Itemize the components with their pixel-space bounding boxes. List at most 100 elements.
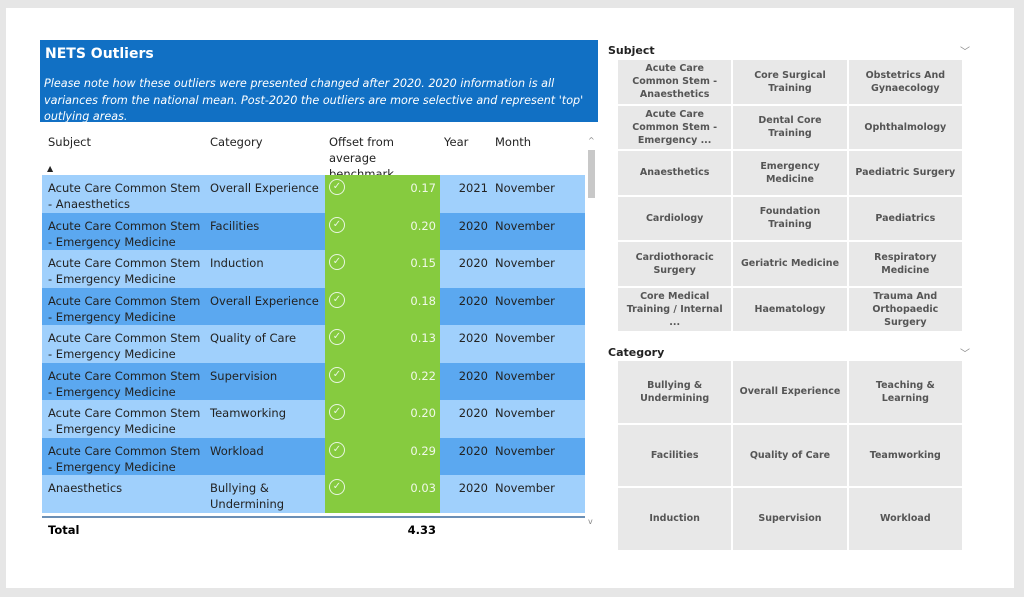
category-tile[interactable]: Supervision [733,488,847,550]
cell-subject: Acute Care Common Stem - Emergency Medic… [48,218,201,249]
cell-month: November [495,331,555,345]
check-circle-icon: ✓ [329,254,345,270]
offset-value: 0.18 [410,293,436,308]
subject-tile[interactable]: Obstetrics And Gynaecology [848,60,962,104]
cell-category: Workload [210,443,264,458]
cell-offset: ✓ 0.03 [325,475,440,513]
check-circle-icon: ✓ [329,216,345,233]
subject-tile[interactable]: Core Surgical Training [733,60,847,104]
cell-category: Teamworking [210,406,287,420]
cell-subject: Acute Care Common Stem - Anaesthetics [48,181,201,211]
cell-offset: ✓ 0.18 [325,287,440,325]
category-slicer: Bullying & Undermining Overall Experience… [618,361,962,550]
cell-year: 2020 [458,443,488,458]
table-row[interactable]: Acute Care Common Stem - Emergency Medic… [42,212,585,250]
table-body: Acute Care Common Stem - Anaesthetics Ov… [42,175,585,515]
table-row[interactable]: Acute Care Common Stem - Emergency Medic… [42,437,585,475]
subject-tile[interactable]: Geriatric Medicine [733,242,847,286]
subject-tile[interactable]: Cardiology [618,196,732,240]
cell-subject: Acute Care Common Stem - Emergency Medic… [48,406,201,436]
check-circle-icon: ✓ [329,441,345,458]
cell-offset: ✓ 0.17 [325,175,440,213]
subject-tile[interactable]: Emergency Medicine [733,151,847,195]
cell-month: November [495,181,555,195]
cell-year: 2020 [458,331,488,345]
cell-year: 2020 [458,218,488,233]
offset-value: 0.13 [410,331,436,345]
category-tile[interactable]: Overall Experience [733,361,847,423]
subject-tile[interactable]: Paediatrics [848,196,962,240]
subject-tile[interactable]: Core Medical Training / Internal ... [618,287,732,331]
table-row[interactable]: Acute Care Common Stem - Anaesthetics Ov… [42,175,585,213]
total-value: 4.33 [407,523,436,537]
scroll-down-icon[interactable]: v [588,517,593,526]
cell-offset: ✓ 0.22 [325,362,440,400]
category-tile[interactable]: Teaching & Learning [848,361,962,423]
cell-offset: ✓ 0.15 [325,250,440,288]
table-row[interactable]: Anaesthetics Bullying & Undermining ✓ 0.0… [42,475,585,513]
cell-month: November [495,406,555,420]
category-tile[interactable]: Workload [848,488,962,550]
check-circle-icon: ✓ [329,366,345,383]
subject-tile[interactable]: Respiratory Medicine [848,242,962,286]
cell-category: Quality of Care [210,331,297,345]
header-year[interactable]: Year [444,135,469,149]
subject-tile[interactable]: Trauma And Orthopaedic Surgery [848,287,962,331]
subject-tile[interactable]: Anaesthetics [618,151,732,195]
offset-value: 0.20 [410,406,436,420]
category-tile[interactable]: Facilities [618,424,732,486]
cell-category: Overall Experience [210,293,319,308]
report-title: NETS Outliers [45,46,154,62]
table-row[interactable]: Acute Care Common Stem - Emergency Medic… [42,325,585,363]
subject-tile[interactable]: Ophthalmology [848,105,962,149]
cell-year: 2021 [458,181,488,195]
scrollbar-thumb[interactable] [588,150,595,198]
category-tile[interactable]: Teamworking [848,424,962,486]
category-tile[interactable]: Bullying & Undermining [618,361,732,423]
header-month[interactable]: Month [495,135,532,149]
cell-subject: Acute Care Common Stem - Emergency Medic… [48,256,201,286]
scroll-up-icon[interactable]: ^ [588,136,595,145]
table-header: Subject Category Offset from average ben… [42,122,585,181]
table-row[interactable]: Acute Care Common Stem - Emergency Medic… [42,287,585,325]
report-note: Please note how these outliers were pres… [44,77,584,123]
cell-year: 2020 [458,406,488,420]
cell-offset: ✓ 0.13 [325,325,440,363]
cell-month: November [495,256,555,270]
table-row[interactable]: Acute Care Common Stem - Emergency Medic… [42,250,585,288]
cell-year: 2020 [458,293,488,308]
total-row: Total 4.33 [42,516,585,544]
cell-category: Facilities [210,218,260,233]
subject-tile[interactable]: Paediatric Surgery [848,151,962,195]
cell-subject: Anaesthetics [48,481,123,495]
cell-subject: Acute Care Common Stem - Emergency Medic… [48,293,201,324]
header-subject[interactable]: Subject [48,135,91,149]
offset-value: 0.03 [410,481,436,495]
chevron-down-icon[interactable]: ﹀ [960,349,970,360]
table-row[interactable]: Acute Care Common Stem - Emergency Medic… [42,400,585,438]
sort-ascending-icon[interactable]: ▲ [47,164,54,173]
cell-month: November [495,443,555,458]
table-row[interactable]: Acute Care Common Stem - Emergency Medic… [42,362,585,400]
cell-subject: Acute Care Common Stem - Emergency Medic… [48,368,201,399]
cell-category: Bullying & Undermining [210,481,285,511]
header-category[interactable]: Category [210,135,263,149]
subject-tile[interactable]: Haematology [733,287,847,331]
category-tile[interactable]: Induction [618,488,732,550]
subject-tile[interactable]: Acute Care Common Stem - Anaesthetics [618,60,732,104]
cell-month: November [495,293,555,308]
subject-tile[interactable]: Dental Core Training [733,105,847,149]
cell-offset: ✓ 0.29 [325,437,440,475]
category-tile[interactable]: Quality of Care [733,424,847,486]
cell-year: 2020 [458,481,488,495]
subject-tile[interactable]: Cardiothoracic Surgery [618,242,732,286]
total-label: Total [48,523,80,537]
subject-tile[interactable]: Acute Care Common Stem - Emergency ... [618,105,732,149]
chevron-down-icon[interactable]: ﹀ [960,47,970,58]
category-slicer-title: Category [608,346,665,359]
subject-slicer: Acute Care Common Stem - Anaesthetics Cor… [618,60,962,331]
cell-offset: ✓ 0.20 [325,212,440,250]
offset-value: 0.29 [410,443,436,458]
check-circle-icon: ✓ [329,329,345,345]
subject-tile[interactable]: Foundation Training [733,196,847,240]
